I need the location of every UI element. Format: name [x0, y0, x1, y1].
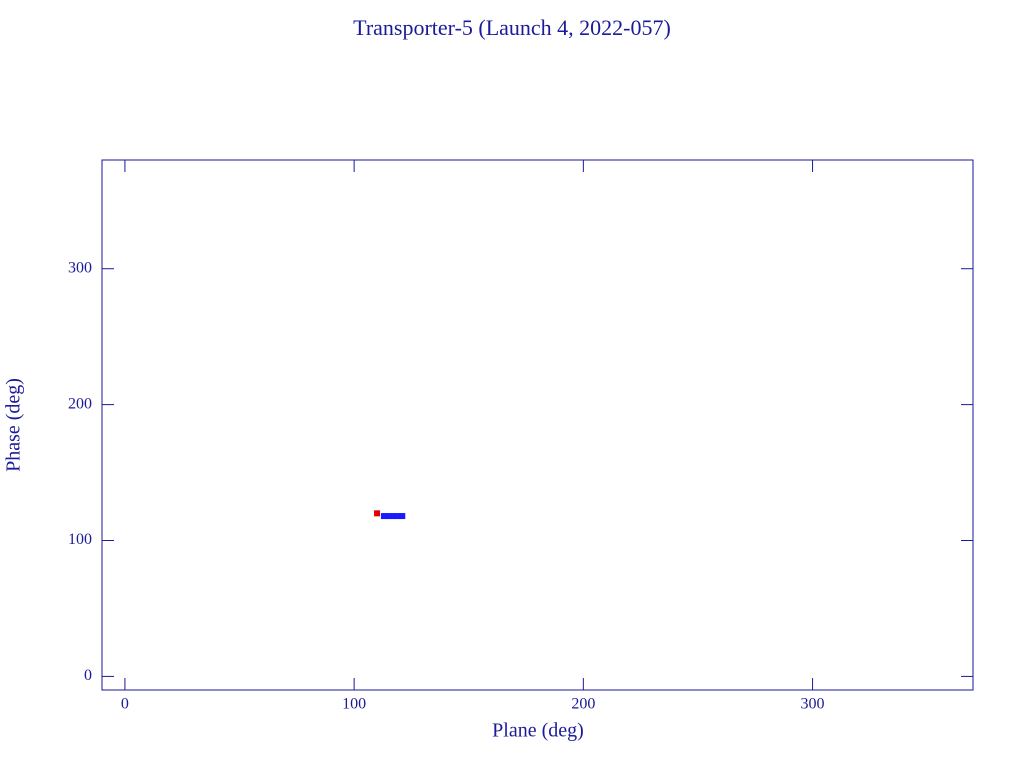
point: [385, 513, 392, 520]
point: [394, 513, 401, 520]
x-tick-label: 200: [571, 696, 595, 713]
y-tick-label: 100: [68, 531, 92, 548]
y-axis-label: Phase (deg): [3, 378, 25, 472]
y-tick-label: 300: [68, 259, 92, 276]
x-tick-label: 100: [342, 696, 366, 713]
chart-title: Transporter-5 (Launch 4, 2022-057): [353, 15, 671, 40]
y-tick-label: 200: [68, 395, 92, 412]
point: [374, 510, 381, 517]
point: [380, 513, 387, 520]
x-tick-label: 0: [121, 696, 129, 713]
point: [390, 513, 397, 520]
y-tick-label: 0: [84, 667, 92, 684]
plot-frame: [101, 159, 974, 691]
x-axis-label: Plane (deg): [492, 720, 584, 742]
point: [399, 513, 406, 520]
x-tick-label: 300: [801, 696, 825, 713]
